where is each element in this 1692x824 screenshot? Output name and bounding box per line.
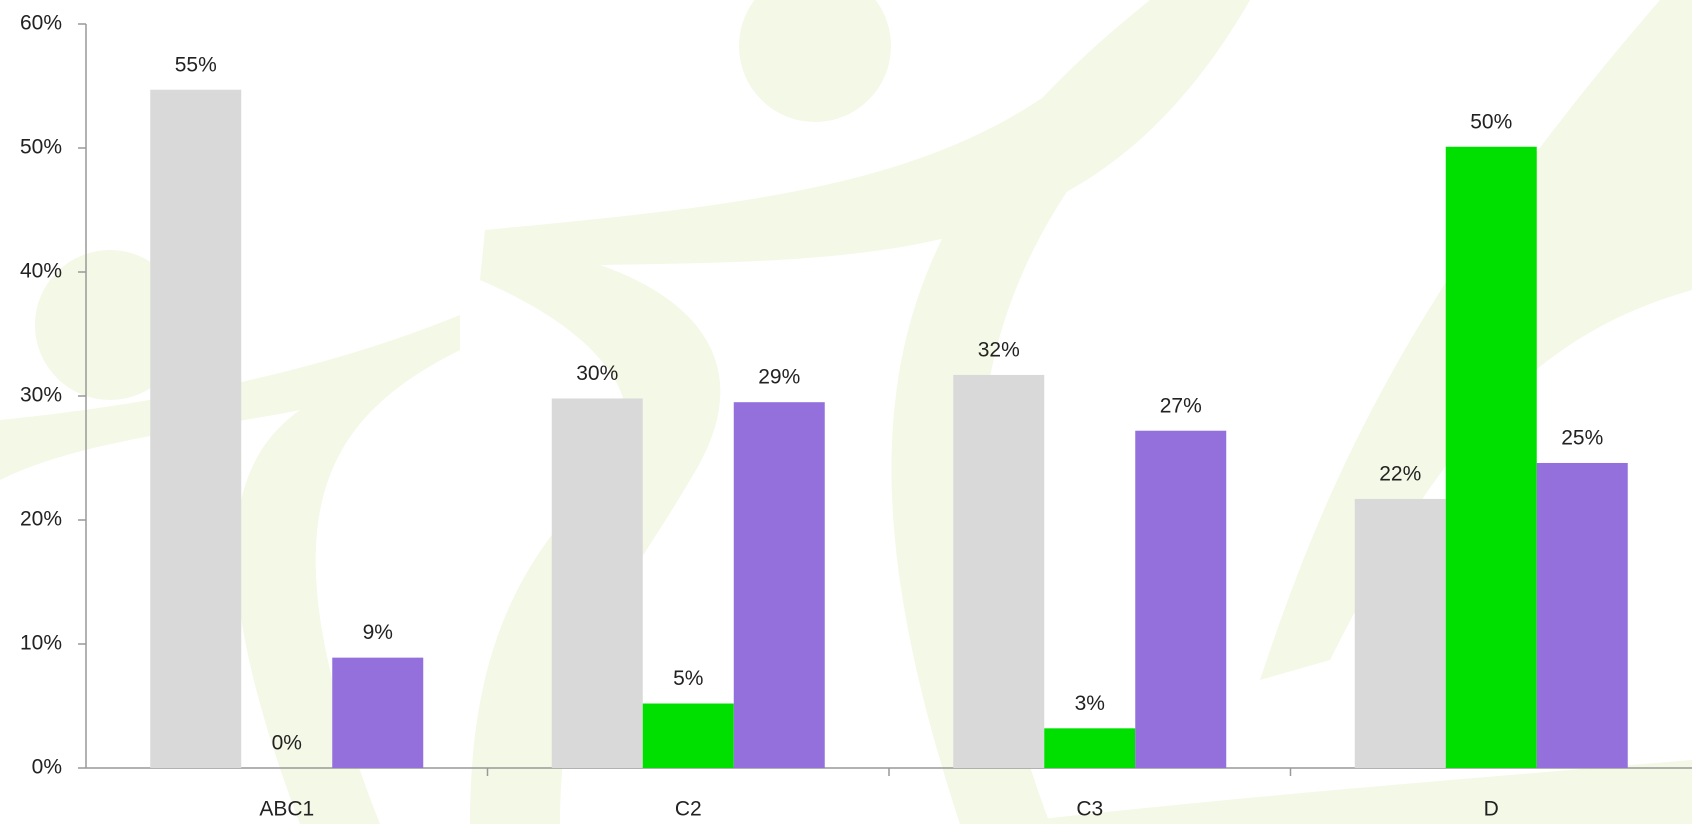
bar [733,402,825,768]
value-label: 5% [673,667,703,690]
value-label: 0% [272,732,302,755]
value-label: 3% [1075,692,1105,715]
bar [953,374,1045,768]
y-tick-label: 10% [20,632,62,655]
x-tick-label: C3 [1076,798,1103,821]
y-tick-label: 30% [20,384,62,407]
value-label: 30% [576,362,618,385]
value-label: 22% [1379,462,1421,485]
bar [1536,462,1628,768]
y-tick-label: 40% [20,260,62,283]
y-tick-label: 50% [20,136,62,159]
bar [1445,146,1537,768]
value-label: 27% [1160,394,1202,417]
value-label: 50% [1470,110,1512,133]
bar [642,703,734,768]
bar [1044,728,1136,768]
value-label: 55% [175,53,217,76]
value-label: 29% [758,366,800,389]
y-tick-label: 20% [20,508,62,531]
value-label: 9% [363,621,393,644]
bar [150,89,242,769]
x-tick-label: C2 [675,798,702,821]
value-label: 25% [1561,427,1603,450]
x-tick-label: ABC1 [259,798,314,821]
y-tick-label: 60% [20,12,62,35]
value-label: 32% [978,338,1020,361]
bar [551,398,643,768]
bar [332,657,424,768]
bar [1135,430,1227,768]
bar [1354,498,1446,768]
x-tick-label: D [1484,798,1499,821]
y-tick-label: 0% [32,756,62,779]
